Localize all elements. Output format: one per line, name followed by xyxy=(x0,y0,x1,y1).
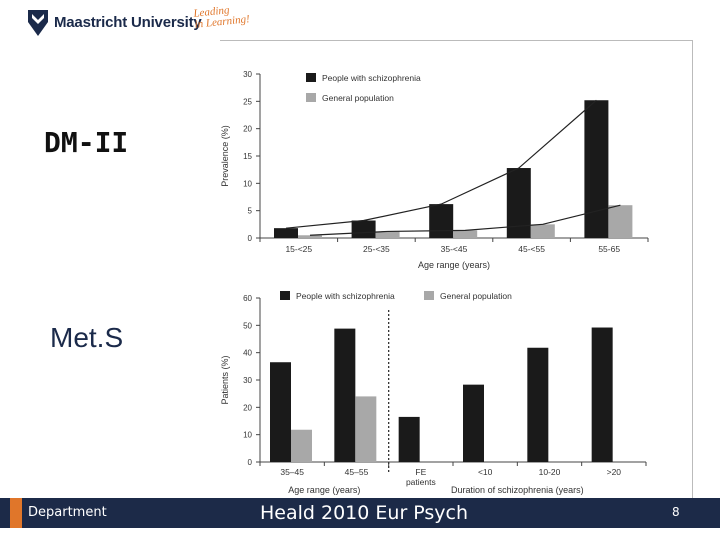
legend-label: General population xyxy=(440,291,512,301)
bar-general xyxy=(530,224,555,238)
y-tick-label: 0 xyxy=(248,234,253,243)
bar-schizophrenia xyxy=(584,100,609,238)
department-label: Department xyxy=(28,505,107,520)
y-tick-label: 30 xyxy=(243,70,252,79)
patients-chart: 0 10 20 30 40 50 60 35–45 45–55 FE patients <10 10-2… xyxy=(220,291,647,495)
x-tick-label-line: <10 xyxy=(478,467,493,477)
y-tick-label: 30 xyxy=(243,376,252,385)
bar-schizophrenia xyxy=(591,327,613,462)
y-axis-label: Prevalence (%) xyxy=(220,125,230,187)
legend-swatch xyxy=(306,73,316,82)
bar-general xyxy=(608,205,633,238)
y-tick-label: 5 xyxy=(248,207,253,216)
x-tick-label-line: 45–55 xyxy=(345,467,369,477)
x-tick-label: 45-<55 xyxy=(518,244,545,254)
group-label-duration: Duration of schizophrenia (years) xyxy=(451,485,584,495)
bar-schizophrenia xyxy=(274,228,298,238)
y-tick-label: 40 xyxy=(243,349,252,358)
prevalence-chart: 0 5 10 15 20 25 30 15-<25 25-<35 35-<45 45-<55 55-6… xyxy=(220,70,649,270)
bar-schizophrenia xyxy=(463,384,484,462)
x-tick-label: 10-20 xyxy=(539,467,561,477)
legend-label: People with schizophrenia xyxy=(322,73,421,83)
legend-label: General population xyxy=(322,93,394,103)
trend-line-schizophrenia xyxy=(285,99,597,229)
y-axis-label: Patients (%) xyxy=(220,355,230,404)
university-logo-icon xyxy=(28,10,48,36)
legend-swatch xyxy=(280,291,290,300)
bar-schizophrenia xyxy=(334,328,356,462)
legend-swatch xyxy=(424,291,434,300)
x-tick-label-line: FE xyxy=(415,467,426,477)
x-tick-label: >20 xyxy=(607,467,622,477)
x-tick-label: 35-<45 xyxy=(441,244,468,254)
y-tick-label: 25 xyxy=(243,97,252,106)
x-tick-label: <10 xyxy=(478,467,493,477)
y-tick-label: 60 xyxy=(243,294,252,303)
y-tick-label: 20 xyxy=(243,125,252,134)
figure-frame xyxy=(220,40,693,499)
x-tick-label: 35–45 xyxy=(280,467,304,477)
x-tick-label-line: 35–45 xyxy=(280,467,304,477)
footer-bar xyxy=(0,498,720,528)
x-tick-label: 45–55 xyxy=(345,467,369,477)
x-axis-label: Age range (years) xyxy=(418,260,490,270)
x-tick-label-line: patients xyxy=(406,477,436,487)
bar-general xyxy=(355,396,377,462)
bar-schizophrenia xyxy=(398,416,420,462)
x-tick-label-line: 10-20 xyxy=(539,467,561,477)
page-number: 8 xyxy=(672,505,680,519)
bar-general xyxy=(298,235,322,238)
tagline: Leading in Learning! xyxy=(193,3,250,31)
x-tick-label: 25-<35 xyxy=(363,244,390,254)
slide-header: Maastricht University Leading in Learnin… xyxy=(0,0,720,40)
x-tick-label-line: >20 xyxy=(607,467,622,477)
x-tick-label: 15-<25 xyxy=(285,244,312,254)
y-tick-label: 50 xyxy=(243,321,252,330)
group-label-age: Age range (years) xyxy=(288,485,360,495)
bar-schizophrenia xyxy=(506,168,531,238)
bar-general xyxy=(375,231,400,238)
y-tick-label: 20 xyxy=(243,403,252,412)
citation-label: Heald 2010 Eur Psych xyxy=(260,502,469,524)
bar-schizophrenia xyxy=(527,347,549,462)
bar-schizophrenia xyxy=(429,204,454,238)
dm-label: DM-II xyxy=(44,126,129,159)
y-tick-label: 10 xyxy=(243,431,252,440)
footer-accent xyxy=(10,498,22,528)
legend-label: People with schizophrenia xyxy=(296,291,395,301)
y-tick-label: 15 xyxy=(243,152,252,161)
y-tick-label: 0 xyxy=(248,458,253,467)
bar-general xyxy=(291,429,312,462)
legend-swatch xyxy=(306,93,316,102)
mets-label: Met.S xyxy=(50,322,124,353)
bar-general xyxy=(453,230,478,238)
trend-line-general xyxy=(309,204,621,236)
bar-schizophrenia xyxy=(351,220,376,238)
x-tick-label: FE patients xyxy=(406,467,436,487)
bar-schizophrenia xyxy=(270,362,291,462)
y-tick-label: 10 xyxy=(243,179,252,188)
x-tick-label: 55-65 xyxy=(598,244,620,254)
university-name: Maastricht University xyxy=(54,14,202,31)
